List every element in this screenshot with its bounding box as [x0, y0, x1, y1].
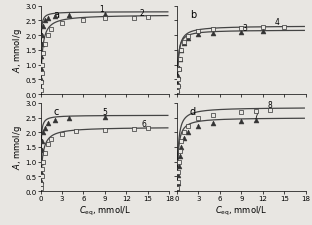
- X-axis label: $C_{\mathregular{eq}}$, mmol/L: $C_{\mathregular{eq}}$, mmol/L: [79, 204, 131, 217]
- Text: 5: 5: [102, 107, 107, 116]
- Text: d: d: [190, 107, 196, 117]
- Text: 6: 6: [142, 119, 147, 128]
- Y-axis label: $A$, mmol/g: $A$, mmol/g: [11, 125, 24, 170]
- Text: 4: 4: [275, 18, 280, 27]
- Text: 7: 7: [253, 111, 258, 120]
- Text: a: a: [53, 10, 59, 20]
- Text: 2: 2: [140, 9, 144, 18]
- Text: c: c: [53, 107, 59, 117]
- Text: 8: 8: [268, 100, 272, 109]
- Text: 1: 1: [99, 5, 104, 14]
- Text: b: b: [190, 10, 196, 20]
- Y-axis label: $A$, mmol/g: $A$, mmol/g: [11, 28, 24, 73]
- Text: 3: 3: [242, 24, 247, 33]
- X-axis label: $C_{\mathregular{eq}}$, mmol/L: $C_{\mathregular{eq}}$, mmol/L: [215, 204, 267, 217]
